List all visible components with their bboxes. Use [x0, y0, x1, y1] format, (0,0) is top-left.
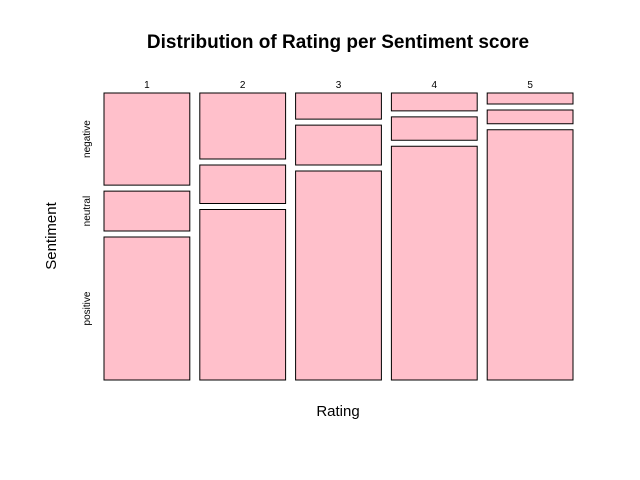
tile-rating-3-neutral: [295, 124, 382, 166]
x-tick-label-4: 4: [432, 80, 438, 91]
tile-rating-4-neutral: [390, 116, 478, 141]
x-axis-title: Rating: [316, 403, 359, 420]
tile-rating-4-positive: [390, 145, 478, 381]
tile-rating-2-neutral: [199, 164, 287, 204]
tile-rating-1-neutral: [103, 190, 191, 232]
chart-title: Distribution of Rating per Sentiment sco…: [147, 32, 529, 53]
tile-rating-3-negative: [295, 92, 382, 120]
tile-rating-5-neutral: [486, 109, 574, 125]
tile-rating-5-positive: [486, 129, 574, 381]
x-tick-label-1: 1: [144, 80, 150, 91]
y-axis-title: Sentiment: [43, 201, 60, 269]
y-tick-label-negative: negative: [82, 120, 93, 158]
tile-rating-2-positive: [199, 209, 287, 381]
y-tick-labels: negative neutral positive: [82, 120, 93, 326]
tile-rating-4-negative: [390, 92, 478, 112]
y-tick-label-neutral: neutral: [82, 196, 93, 227]
tile-rating-3-positive: [295, 170, 382, 381]
tile-rating-2-negative: [199, 92, 287, 160]
tile-rating-1-negative: [103, 92, 191, 186]
tile-rating-1-positive: [103, 236, 191, 381]
x-tick-label-3: 3: [336, 80, 342, 91]
x-tick-label-5: 5: [527, 80, 533, 91]
x-tick-labels: 1 2 3 4 5: [144, 80, 533, 91]
x-tick-label-2: 2: [240, 80, 246, 91]
tile-rating-5-negative: [486, 92, 574, 105]
mosaic-tiles: [103, 92, 574, 381]
y-tick-label-positive: positive: [82, 291, 93, 325]
